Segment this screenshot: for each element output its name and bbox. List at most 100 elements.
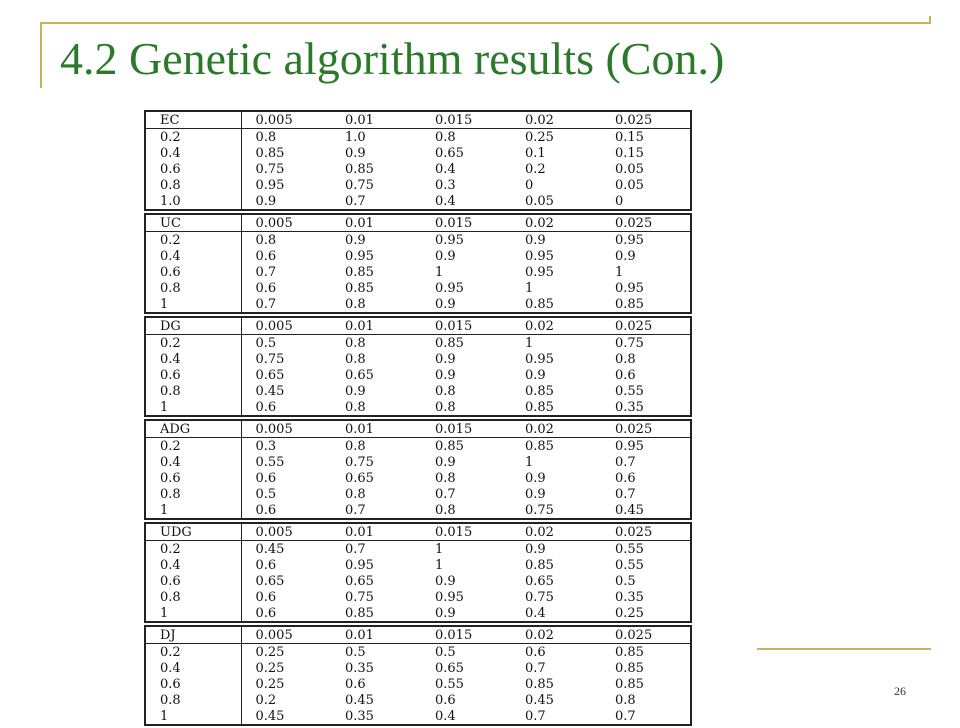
value-cell: 0.9: [435, 248, 456, 264]
row-label-cell: 0.2: [145, 540, 242, 557]
value-cell: 0.65: [255, 367, 285, 383]
value-cell: 0.95: [345, 248, 374, 264]
table-header-row: DJ 0.005 0.01 0.015 0.02 0.025: [145, 626, 691, 644]
value-cell: 0.5: [435, 644, 456, 660]
value-cell: 0.8: [615, 692, 636, 708]
row-label-cell: 0.2: [145, 334, 242, 351]
column-header-cell: 0.025: [601, 111, 691, 129]
table-header-row: ADG 0.005 0.01 0.015 0.02 0.025: [145, 420, 691, 438]
value-cell: 1: [435, 541, 444, 557]
value-cell: 0.9: [435, 351, 456, 367]
value-cell: 0.9: [615, 248, 636, 264]
table-row: 0.4 0.25 0.35 0.65 0.7 0.85: [145, 660, 691, 676]
value-cell: 0.8: [345, 438, 366, 454]
value-cell: 0.5: [615, 573, 636, 589]
column-header-cell: 0.005: [241, 214, 331, 232]
value-cell: 0.8: [435, 383, 456, 399]
row-label-cell: 1: [145, 502, 242, 519]
table-row: 0.6 0.75 0.85 0.4 0.2 0.05: [145, 161, 691, 177]
decorative-right-tick: [929, 16, 931, 24]
value-cell: 0.35: [345, 660, 374, 676]
value-cell: 0.65: [435, 145, 464, 161]
value-cell: 0.75: [615, 335, 644, 351]
value-cell: 0.75: [525, 589, 554, 605]
row-label-cell: 0.8: [145, 280, 242, 296]
column-header-cell: 0.01: [331, 214, 421, 232]
value-cell: 0.9: [255, 193, 277, 209]
row-label-cell: 0.6: [145, 470, 242, 486]
table-row: 0.6 0.65 0.65 0.9 0.9 0.6: [145, 367, 691, 383]
value-cell: 0.9: [345, 383, 366, 399]
value-cell: 1: [525, 280, 534, 296]
value-cell: 0.8: [345, 399, 366, 415]
value-cell: 0.55: [615, 383, 644, 399]
table-row: 0.6 0.25 0.6 0.55 0.85 0.85: [145, 676, 691, 692]
value-cell: 0.45: [345, 692, 374, 708]
value-cell: 0.8: [345, 296, 366, 312]
value-cell: 0.7: [525, 708, 546, 724]
table-row: 1 0.45 0.35 0.4 0.7 0.7: [145, 708, 691, 725]
value-cell: 0.8: [345, 351, 366, 367]
value-cell: 0.85: [525, 438, 554, 454]
column-header-cell: 0.02: [511, 111, 601, 129]
results-table: UC 0.005 0.01 0.015 0.02 0.025 0.2 0.8 0.9 0.95 0.…: [144, 213, 692, 314]
value-cell: 0.6: [345, 676, 366, 692]
value-cell: 0.35: [615, 399, 644, 415]
table-row: 1 0.6 0.8 0.8 0.85 0.35: [145, 399, 691, 416]
column-header-cell: 0.005: [241, 420, 331, 438]
column-header-cell: 0.015: [421, 214, 511, 232]
table-name-cell: UC: [145, 214, 242, 232]
value-cell: 1: [525, 454, 534, 470]
value-cell: 0.65: [345, 470, 374, 486]
column-header-cell: 0.02: [511, 626, 601, 644]
value-cell: 0.95: [525, 248, 554, 264]
value-cell: 0.35: [615, 589, 644, 605]
value-cell: 1.0: [345, 129, 366, 145]
table-row: 0.2 0.8 0.9 0.95 0.9 0.95: [145, 231, 691, 248]
column-header-cell: 0.025: [601, 626, 691, 644]
column-header-cell: 0.015: [421, 317, 511, 335]
decorative-left-rule: [40, 22, 42, 88]
value-cell: 0.3: [255, 438, 277, 454]
value-cell: 0.85: [615, 296, 644, 312]
value-cell: 0.6: [615, 470, 636, 486]
value-cell: 0.9: [525, 232, 546, 248]
value-cell: 0.25: [615, 605, 644, 621]
value-cell: 0.65: [345, 367, 374, 383]
table-row: 0.8 0.2 0.45 0.6 0.45 0.8: [145, 692, 691, 708]
slide-title: 4.2 Genetic algorithm results (Con.): [60, 33, 725, 84]
value-cell: 0.8: [255, 232, 277, 248]
value-cell: 0.6: [435, 692, 456, 708]
table-row: 0.2 0.45 0.7 1 0.9 0.55: [145, 540, 691, 557]
table-row: 1 0.6 0.7 0.8 0.75 0.45: [145, 502, 691, 519]
column-header-cell: 0.025: [601, 214, 691, 232]
value-cell: 0.6: [525, 644, 546, 660]
value-cell: 0.45: [525, 692, 554, 708]
table-row: 0.4 0.75 0.8 0.9 0.95 0.8: [145, 351, 691, 367]
row-label-cell: 0.4: [145, 454, 242, 470]
column-header-cell: 0.025: [601, 523, 691, 541]
row-label-cell: 0.2: [145, 128, 242, 145]
table-row: 0.4 0.85 0.9 0.65 0.1 0.15: [145, 145, 691, 161]
value-cell: 0.55: [255, 454, 285, 470]
value-cell: 0: [525, 177, 534, 193]
value-cell: 0.6: [255, 248, 277, 264]
value-cell: 0.8: [345, 335, 366, 351]
table-row: 0.2 0.5 0.8 0.85 1 0.75: [145, 334, 691, 351]
column-header-cell: 0.01: [331, 317, 421, 335]
results-table: DJ 0.005 0.01 0.015 0.02 0.025 0.2 0.25 0.5 0.5 0.…: [144, 625, 692, 726]
value-cell: 0.7: [255, 264, 277, 280]
value-cell: 0.6: [255, 605, 277, 621]
value-cell: 0.75: [345, 177, 374, 193]
value-cell: 0.9: [435, 367, 456, 383]
row-label-cell: 1.0: [145, 193, 242, 210]
value-cell: 1: [435, 557, 444, 573]
value-cell: 0.2: [525, 161, 546, 177]
value-cell: 0.9: [525, 486, 546, 502]
column-header-cell: 0.02: [511, 523, 601, 541]
row-label-cell: 0.4: [145, 145, 242, 161]
table-row: 1 0.7 0.8 0.9 0.85 0.85: [145, 296, 691, 313]
value-cell: 0.55: [615, 557, 644, 573]
row-label-cell: 1: [145, 708, 242, 725]
value-cell: 1: [615, 264, 624, 280]
